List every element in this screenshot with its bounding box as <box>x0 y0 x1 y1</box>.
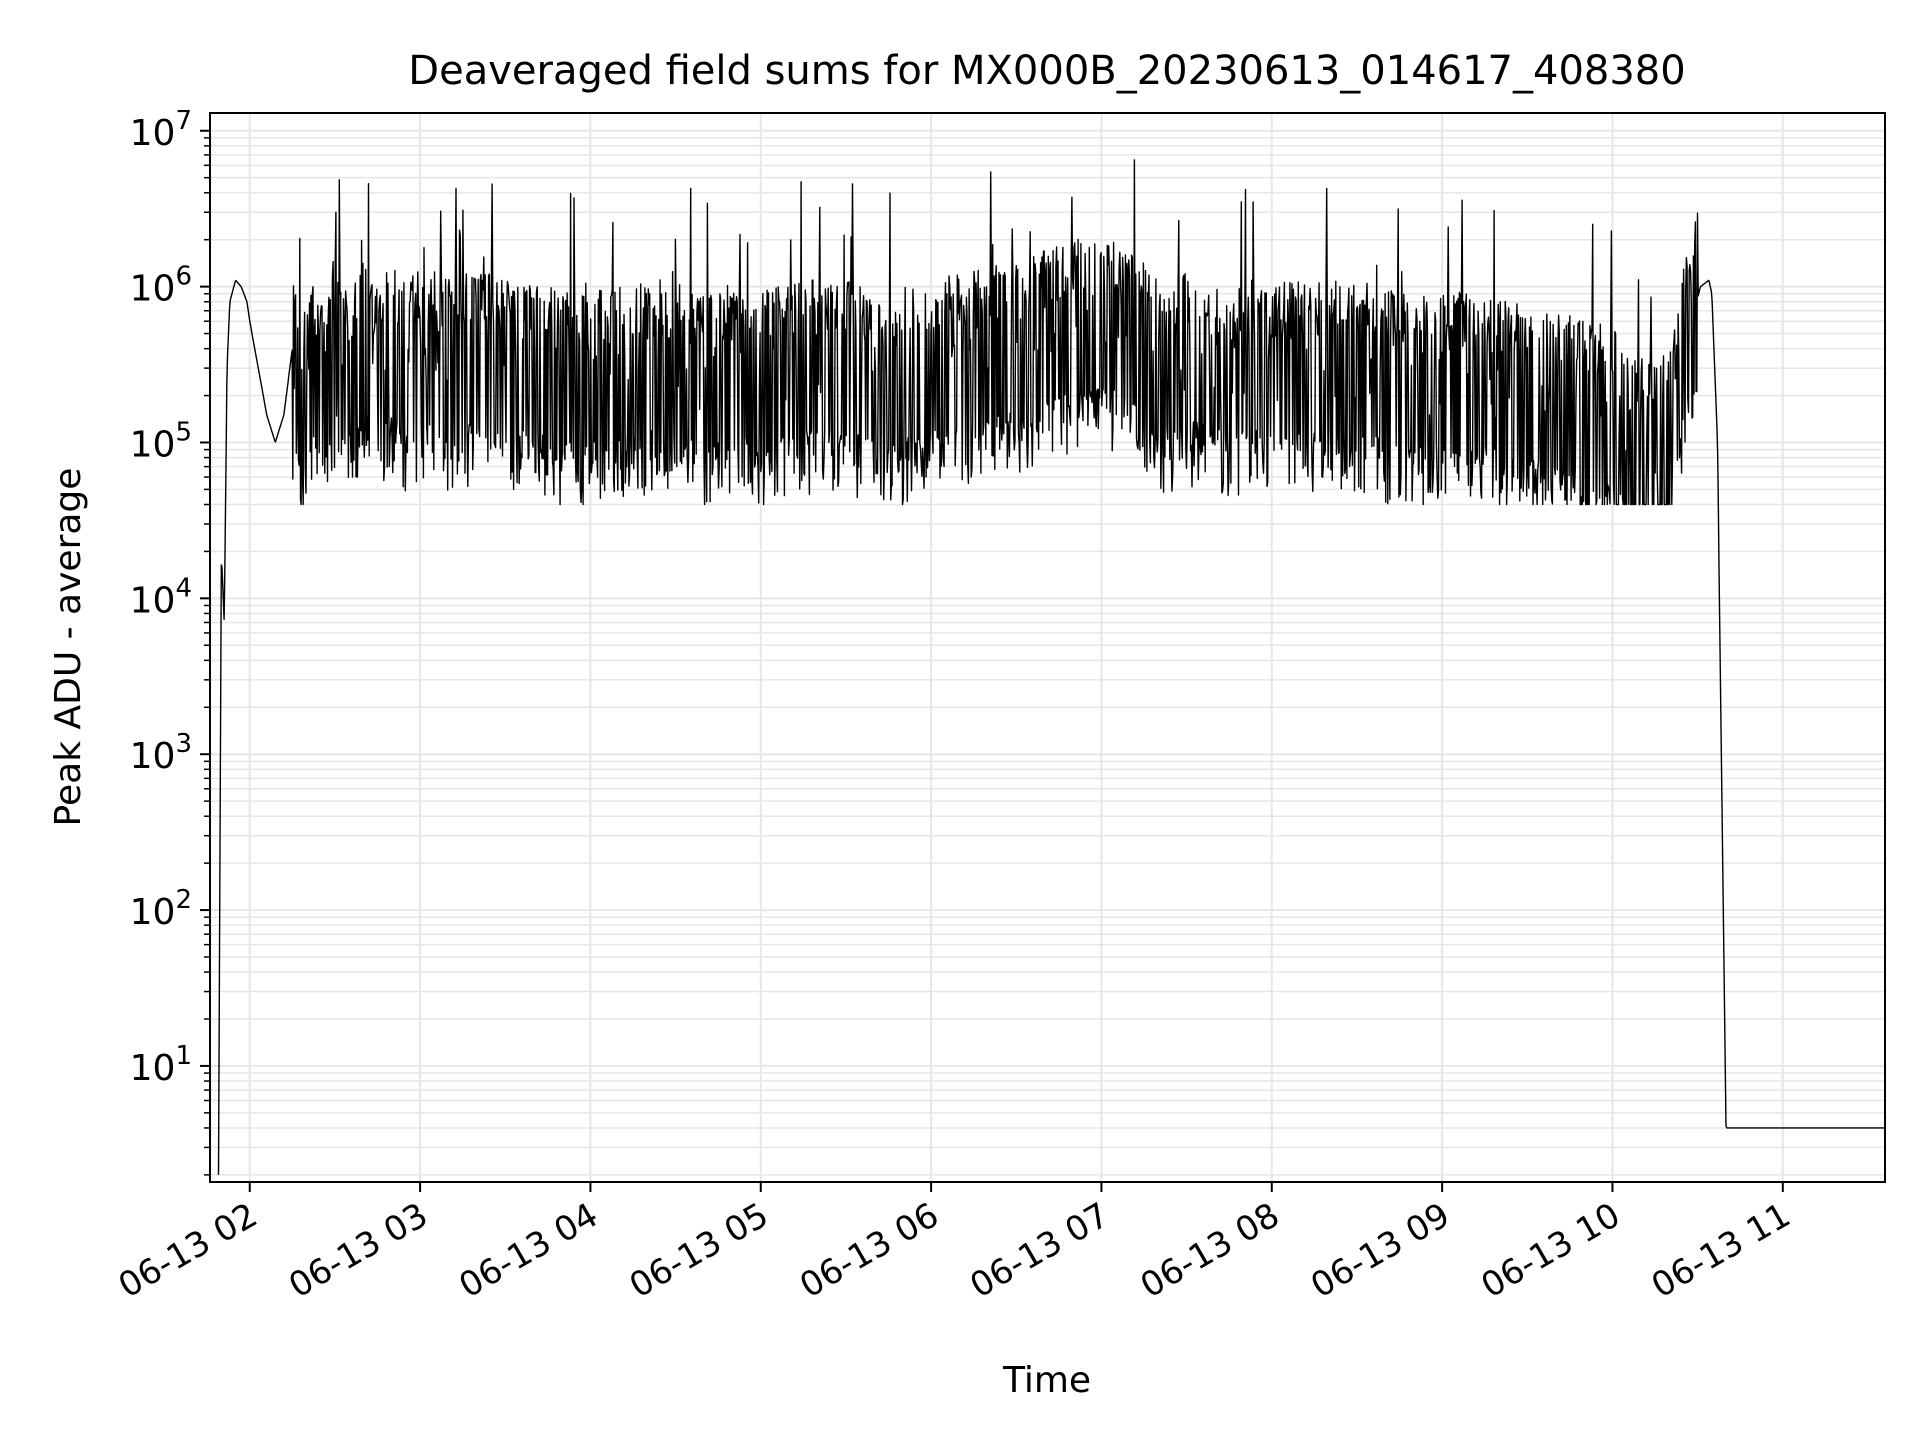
axes-frame <box>209 112 1886 1183</box>
series-line-0 <box>217 159 1885 1175</box>
y-tick-label: 106 <box>130 262 192 310</box>
plot-area <box>217 159 1885 1175</box>
y-tick-label: 107 <box>130 106 192 154</box>
chart-title: Deaveraged field sums for MX000B_2023061… <box>408 48 1685 94</box>
y-tick-label: 101 <box>130 1041 192 1089</box>
y-axis-label: Peak ADU - average <box>48 468 89 827</box>
y-tick-label: 105 <box>130 417 192 465</box>
x-axis-label: Time <box>1002 1360 1091 1401</box>
y-tick-label: 102 <box>130 885 192 933</box>
y-tick-label: 104 <box>130 573 192 621</box>
y-axis: 101 102 103 104 105 106 107 <box>130 106 210 1176</box>
y-tick-label: 103 <box>130 729 192 777</box>
